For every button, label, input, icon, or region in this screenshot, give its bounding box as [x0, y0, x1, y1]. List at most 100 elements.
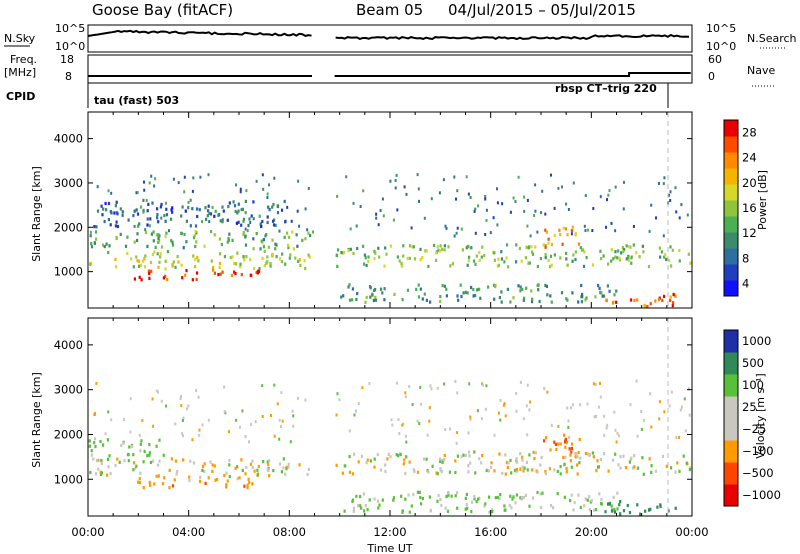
power-cell	[395, 173, 398, 177]
power-cell	[165, 231, 168, 235]
vel-cell	[404, 391, 407, 395]
power-cell	[417, 295, 421, 299]
power-cell	[425, 298, 428, 302]
power-cell	[203, 244, 206, 248]
vel-cell	[181, 432, 184, 436]
vel-cell	[456, 491, 459, 495]
power-cell	[105, 242, 108, 246]
power-cell	[258, 266, 261, 271]
vel-cell	[467, 464, 470, 468]
vel-cell	[248, 440, 250, 444]
power-cell	[379, 209, 382, 212]
power-cell	[509, 300, 512, 304]
power-cell	[244, 243, 248, 247]
vel-cell	[600, 498, 603, 502]
power-cell	[148, 181, 151, 185]
power-cell	[196, 207, 199, 211]
vel-cell	[680, 405, 683, 409]
vel-cell	[471, 500, 474, 504]
power-cell	[150, 232, 153, 236]
vel-cell	[688, 468, 691, 472]
vel-cell	[241, 468, 244, 472]
vel-cell	[473, 450, 476, 454]
vel-cell	[499, 493, 502, 497]
power-colorbar-swatch	[724, 152, 738, 169]
power-cell	[610, 259, 613, 263]
power-colorbar-tick: 16	[742, 201, 757, 215]
vel-cell	[118, 460, 121, 464]
power-cell	[235, 262, 238, 266]
vel-cell	[253, 469, 256, 473]
vel-cell	[610, 504, 613, 508]
power-cell	[496, 264, 499, 268]
power-cell	[296, 244, 299, 248]
vel-cell	[488, 510, 491, 514]
power-cell	[219, 272, 222, 276]
power-cell	[654, 299, 657, 303]
vel-cell	[509, 458, 512, 462]
vel-cell	[605, 426, 608, 430]
power-cell	[614, 229, 617, 233]
power-cell	[657, 298, 660, 302]
vel-cell	[512, 495, 515, 499]
power-cell	[285, 231, 289, 235]
power-cell	[550, 173, 552, 177]
power-cell	[385, 252, 388, 256]
vel-cell	[90, 453, 93, 457]
power-cell	[311, 230, 314, 234]
vel-cell	[404, 497, 407, 501]
vel-cell	[280, 391, 283, 395]
vel-cell	[499, 418, 502, 422]
power-cell	[565, 257, 568, 261]
vel-cell	[606, 502, 610, 506]
vel-cell	[559, 472, 562, 476]
vel-cell	[146, 454, 149, 458]
vel-cell	[364, 504, 367, 508]
power-cell	[162, 276, 165, 280]
power-colorbar-frame	[723, 119, 739, 297]
vel-cell	[603, 433, 606, 437]
power-cell	[144, 228, 147, 232]
power-cell	[233, 270, 236, 274]
power-cell	[598, 286, 601, 290]
power-cell	[210, 230, 213, 234]
power-cell	[456, 189, 459, 193]
power-cell	[602, 294, 606, 298]
vel-cell	[95, 472, 98, 476]
vel-cell	[567, 419, 570, 423]
power-cell	[467, 192, 470, 196]
power-cell	[612, 257, 615, 261]
date-range: 04/Jul/2015 – 05/Jul/2015	[448, 1, 636, 19]
vel-cell	[158, 459, 161, 463]
power-ytick-label: 1000	[54, 265, 83, 279]
power-cell	[252, 237, 255, 241]
vel-cell	[353, 452, 356, 456]
power-cell	[615, 289, 618, 293]
vel-cell	[633, 465, 636, 469]
power-cell	[230, 273, 234, 277]
xaxis-label: Time UT	[366, 542, 412, 554]
vel-cell	[266, 468, 269, 472]
vel-cell	[557, 424, 560, 428]
vel-cell	[540, 505, 543, 509]
vel-cell	[679, 408, 682, 412]
vel-cell	[599, 381, 601, 385]
power-cell	[687, 252, 690, 256]
power-cell	[244, 227, 247, 231]
power-cell	[336, 264, 339, 268]
vel-cell	[261, 384, 264, 388]
vel-cell	[381, 498, 384, 502]
power-cell	[109, 210, 112, 214]
vel-cell	[157, 463, 160, 467]
power-cell	[231, 238, 234, 242]
vel-cell	[586, 402, 589, 406]
vel-cell	[439, 468, 442, 472]
vel-cell	[515, 457, 518, 461]
power-cell	[374, 295, 377, 299]
velocity-colorbar	[723, 329, 739, 507]
vel-cell	[238, 476, 241, 480]
power-cell	[665, 257, 668, 261]
power-cell	[262, 187, 265, 191]
vel-cell	[276, 402, 279, 406]
vel-cell	[588, 495, 591, 499]
